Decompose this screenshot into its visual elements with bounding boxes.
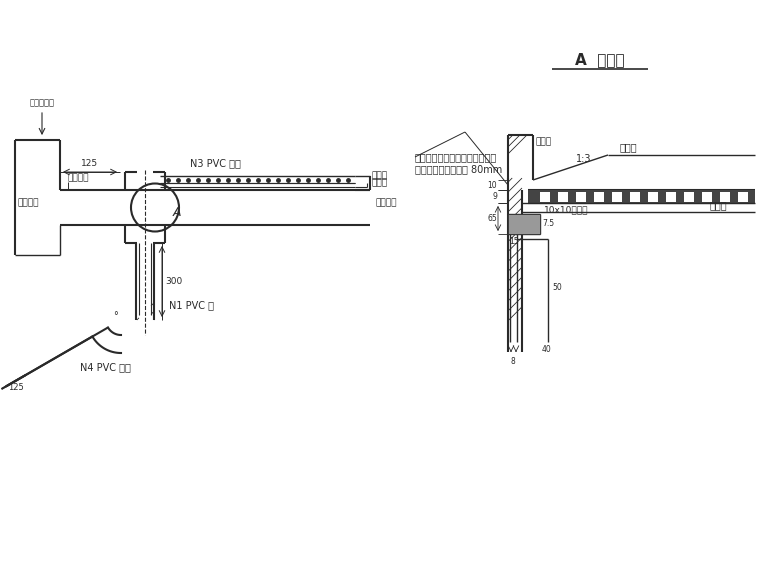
Polygon shape <box>594 192 604 202</box>
Text: 保护层: 保护层 <box>372 172 388 181</box>
Text: 防水涂料: 防水涂料 <box>68 173 90 182</box>
Text: 预制部分: 预制部分 <box>17 198 39 207</box>
Polygon shape <box>702 192 712 202</box>
Text: °: ° <box>113 311 118 321</box>
Text: 9: 9 <box>492 192 497 201</box>
Text: 保护层: 保护层 <box>620 142 638 152</box>
Text: 防水层: 防水层 <box>710 200 727 210</box>
Polygon shape <box>558 192 568 202</box>
Text: 进行封边处理，高度 80mm: 进行封边处理，高度 80mm <box>415 164 502 174</box>
Text: 挡水块: 挡水块 <box>536 137 552 146</box>
Text: 1:3: 1:3 <box>575 154 591 165</box>
Text: 125: 125 <box>81 159 99 168</box>
Polygon shape <box>738 192 748 202</box>
Text: 15: 15 <box>509 238 518 246</box>
Text: 10x10橡胶脱: 10x10橡胶脱 <box>544 205 588 214</box>
Text: N3 PVC 管盐: N3 PVC 管盐 <box>190 158 241 168</box>
Text: A  示意图: A 示意图 <box>575 52 625 67</box>
Text: N4 PVC 弯头: N4 PVC 弯头 <box>80 363 131 373</box>
Text: N1 PVC 管: N1 PVC 管 <box>169 300 214 310</box>
Text: 用聚氨酩防水涂料贴卷材料加层: 用聚氨酩防水涂料贴卷材料加层 <box>415 152 497 162</box>
Polygon shape <box>684 192 694 202</box>
Text: 300: 300 <box>165 277 182 286</box>
Polygon shape <box>528 190 755 203</box>
Polygon shape <box>630 192 640 202</box>
Polygon shape <box>648 192 658 202</box>
Text: 65: 65 <box>487 214 497 223</box>
Text: 10: 10 <box>487 181 497 189</box>
Text: 混凝土墙墙: 混凝土墙墙 <box>30 98 55 107</box>
Text: 50: 50 <box>552 283 562 292</box>
Text: 7.5: 7.5 <box>542 219 554 229</box>
Polygon shape <box>540 192 550 202</box>
Polygon shape <box>576 192 586 202</box>
Text: 防水层: 防水层 <box>372 178 388 188</box>
Text: 8: 8 <box>511 357 515 366</box>
Polygon shape <box>508 214 540 234</box>
Text: 40: 40 <box>542 345 552 355</box>
Text: 预制型板: 预制型板 <box>375 198 397 207</box>
Text: 125: 125 <box>8 382 24 392</box>
Polygon shape <box>666 192 676 202</box>
Text: A: A <box>173 206 182 219</box>
Polygon shape <box>720 192 730 202</box>
Polygon shape <box>612 192 622 202</box>
